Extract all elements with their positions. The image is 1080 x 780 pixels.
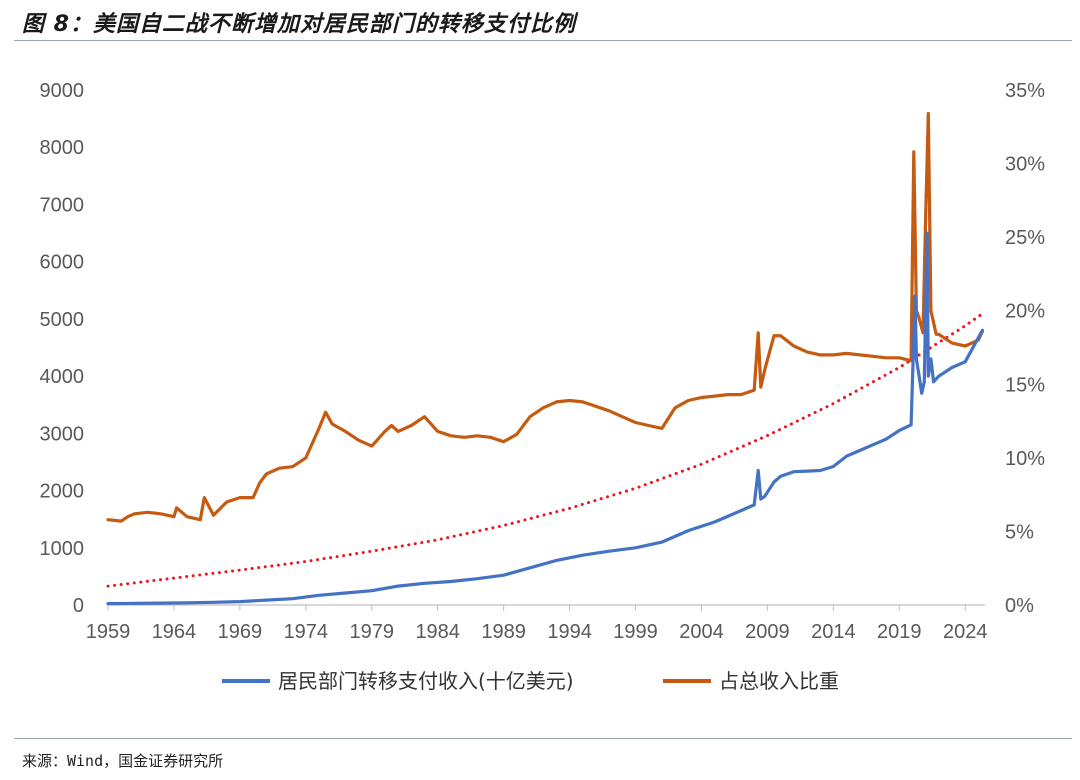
x-tick-label: 2019 xyxy=(877,621,922,643)
x-tick-label: 2009 xyxy=(745,621,790,643)
left-tick-label: 8000 xyxy=(40,137,85,159)
left-tick-label: 2000 xyxy=(40,481,85,503)
x-tick-label: 1994 xyxy=(547,621,592,643)
x-tick-label: 1969 xyxy=(218,621,263,643)
legend-label-share: 占总收入比重 xyxy=(719,669,839,693)
right-tick-label: 25% xyxy=(1005,227,1045,249)
x-tick-label: 1989 xyxy=(481,621,526,643)
right-tick-label: 5% xyxy=(1005,521,1034,543)
x-tick-label: 1974 xyxy=(284,621,329,643)
footer-rule xyxy=(14,738,1072,739)
transfer-line xyxy=(106,231,985,606)
series-layer xyxy=(106,111,985,606)
x-tick-label: 1999 xyxy=(613,621,658,643)
source-note: 来源：Wind，国金证券研究所 xyxy=(22,752,224,770)
legend: 居民部门转移支付收入(十亿美元) 占总收入比重 xyxy=(222,669,839,693)
right-tick-label: 30% xyxy=(1005,154,1045,176)
x-axis-ticks: 1959 1964 1969 1974 1979 1984 1989 1994 1999 2004… xyxy=(86,605,988,643)
chart-title: 图 8：美国自二战不断增加对居民部门的转移支付比例 xyxy=(22,12,576,37)
share-line xyxy=(106,111,985,523)
x-tick-label: 1959 xyxy=(86,621,131,643)
right-tick-label: 10% xyxy=(1005,448,1045,470)
right-axis-ticks: 0% 5% 10% 15% 20% 25% 30% 35% xyxy=(1005,80,1045,617)
left-tick-label: 1000 xyxy=(40,538,85,560)
x-tick-label: 1964 xyxy=(152,621,197,643)
x-tick-label: 2024 xyxy=(943,621,988,643)
left-tick-label: 5000 xyxy=(40,309,85,331)
left-tick-label: 4000 xyxy=(40,366,85,388)
left-tick-label: 9000 xyxy=(40,80,85,102)
right-tick-label: 15% xyxy=(1005,374,1045,396)
left-axis-ticks: 0 1000 2000 3000 4000 5000 6000 7000 8000 9000 xyxy=(40,80,85,617)
left-tick-label: 0 xyxy=(73,595,84,617)
x-tick-label: 1979 xyxy=(350,621,395,643)
left-tick-label: 3000 xyxy=(40,423,85,445)
right-tick-label: 0% xyxy=(1005,595,1034,617)
left-tick-label: 7000 xyxy=(40,194,85,216)
header-rule xyxy=(14,40,1072,41)
trend-line xyxy=(106,312,984,588)
right-tick-label: 35% xyxy=(1005,80,1045,102)
left-tick-label: 6000 xyxy=(40,252,85,274)
chart: 0 1000 2000 3000 4000 5000 6000 7000 8000 9000 0%… xyxy=(40,80,1046,693)
x-tick-label: 1984 xyxy=(415,621,460,643)
x-tick-label: 2014 xyxy=(811,621,856,643)
right-tick-label: 20% xyxy=(1005,301,1045,323)
legend-label-transfer: 居民部门转移支付收入(十亿美元) xyxy=(278,669,574,693)
x-tick-label: 2004 xyxy=(679,621,724,643)
